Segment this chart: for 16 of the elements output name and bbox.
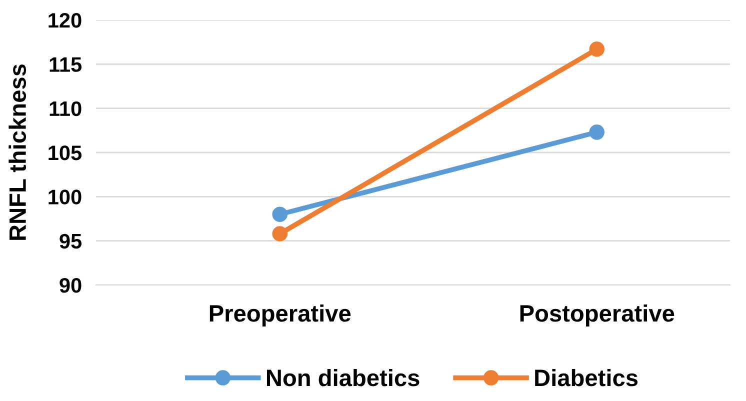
legend-label: Non diabetics <box>266 368 420 386</box>
point <box>272 226 288 242</box>
legend-label: Diabetics <box>535 368 638 386</box>
point <box>272 206 288 222</box>
x-tick-label: Postoperative <box>520 304 674 326</box>
y-tick-label: 95 <box>60 234 82 249</box>
y-axis-title: RNFL thickness <box>8 64 26 240</box>
x-tick-label: Preoperative <box>210 304 351 326</box>
y-tick-label: 110 <box>50 101 82 116</box>
y-tick-label: 105 <box>48 146 82 160</box>
point <box>589 42 604 57</box>
point <box>589 124 604 140</box>
y-tick-label: 100 <box>48 190 82 204</box>
y-tick-label: 120 <box>48 13 82 28</box>
y-tick-label: 115 <box>50 57 82 72</box>
y-tick-label: 90 <box>60 278 82 293</box>
